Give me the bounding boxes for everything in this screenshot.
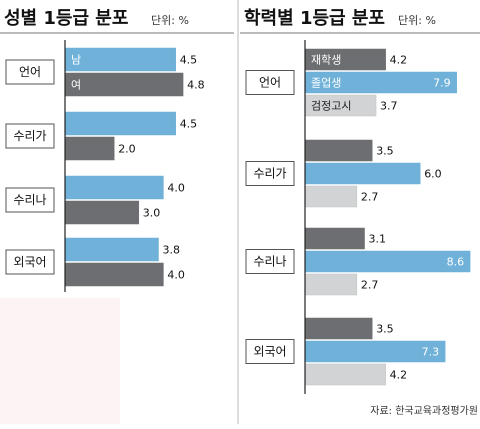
bar-edu-2 xyxy=(304,162,421,185)
category-box-gender xyxy=(5,59,55,85)
chart-unit-edu: 단위: % xyxy=(398,14,436,27)
series-label-edu: 졸업생 xyxy=(311,77,341,90)
bar-edu-1 xyxy=(304,227,365,250)
chart-unit-gender: 단위: % xyxy=(151,14,189,27)
data-label-gender: 4.0 xyxy=(167,269,185,282)
data-label-edu: 3.7 xyxy=(380,100,398,113)
bar-edu-3 xyxy=(304,273,358,296)
category-box-gender xyxy=(5,249,55,275)
data-label-edu: 4.2 xyxy=(390,369,408,382)
category-label-gender: 수리나 xyxy=(13,193,46,207)
data-label-edu: 3.1 xyxy=(369,233,387,246)
source-note: 자료: 한국교육과정평가원 xyxy=(370,405,478,417)
data-label-edu: 2.7 xyxy=(361,279,379,292)
series-label-edu: 재학생 xyxy=(311,54,341,67)
bar-gender-2 xyxy=(64,262,164,287)
category-label-edu: 외국어 xyxy=(253,345,286,359)
category-box-gender xyxy=(5,187,55,213)
category-box-gender xyxy=(5,123,55,149)
chart-title-gender: 성별 1등급 분포 xyxy=(4,8,128,29)
data-label-gender: 3.8 xyxy=(162,244,180,257)
bar-edu-1 xyxy=(304,139,373,162)
bar-gender-2 xyxy=(64,200,140,225)
bar-gender-1 xyxy=(64,111,176,136)
category-box-edu xyxy=(245,70,295,95)
chart-title-edu: 학력별 1등급 분포 xyxy=(244,7,385,29)
data-label-gender: 4.5 xyxy=(180,118,198,131)
data-label-gender: 3.0 xyxy=(143,207,161,220)
data-label-edu: 8.6 xyxy=(447,256,465,269)
series-label-gender: 남 xyxy=(71,54,81,67)
category-label-edu: 언어 xyxy=(259,76,281,90)
category-label-gender: 언어 xyxy=(19,65,41,79)
data-label-edu: 3.5 xyxy=(376,145,394,158)
category-box-edu xyxy=(245,249,295,274)
bar-edu-1 xyxy=(304,317,373,340)
data-label-edu: 4.2 xyxy=(390,54,408,67)
data-label-gender: 4.0 xyxy=(167,182,185,195)
data-label-gender: 2.0 xyxy=(118,143,136,156)
bar-gender-1 xyxy=(64,47,176,72)
data-label-gender: 4.8 xyxy=(187,79,205,92)
bar-edu-3 xyxy=(304,185,358,208)
category-label-edu: 수리나 xyxy=(253,255,286,269)
bar-edu-3 xyxy=(304,363,386,386)
data-label-edu: 6.0 xyxy=(424,168,442,181)
decorative-block xyxy=(0,298,120,424)
data-label-edu: 7.9 xyxy=(433,77,451,90)
category-label-gender: 외국어 xyxy=(13,255,46,269)
series-label-edu: 검정고시 xyxy=(311,100,351,113)
category-box-edu xyxy=(245,339,295,364)
data-label-edu: 2.7 xyxy=(361,191,379,204)
bar-gender-2 xyxy=(64,136,115,161)
data-label-edu: 3.5 xyxy=(376,323,394,336)
category-label-gender: 수리가 xyxy=(13,129,46,143)
series-label-gender: 여 xyxy=(71,79,81,92)
category-label-edu: 수리가 xyxy=(253,167,286,181)
bar-edu-2 xyxy=(304,250,471,273)
data-label-gender: 4.5 xyxy=(180,54,198,67)
bar-gender-1 xyxy=(64,237,159,262)
bar-gender-1 xyxy=(64,175,164,200)
bar-gender-2 xyxy=(64,72,184,97)
category-box-edu xyxy=(245,161,295,186)
data-label-edu: 7.3 xyxy=(422,346,440,359)
